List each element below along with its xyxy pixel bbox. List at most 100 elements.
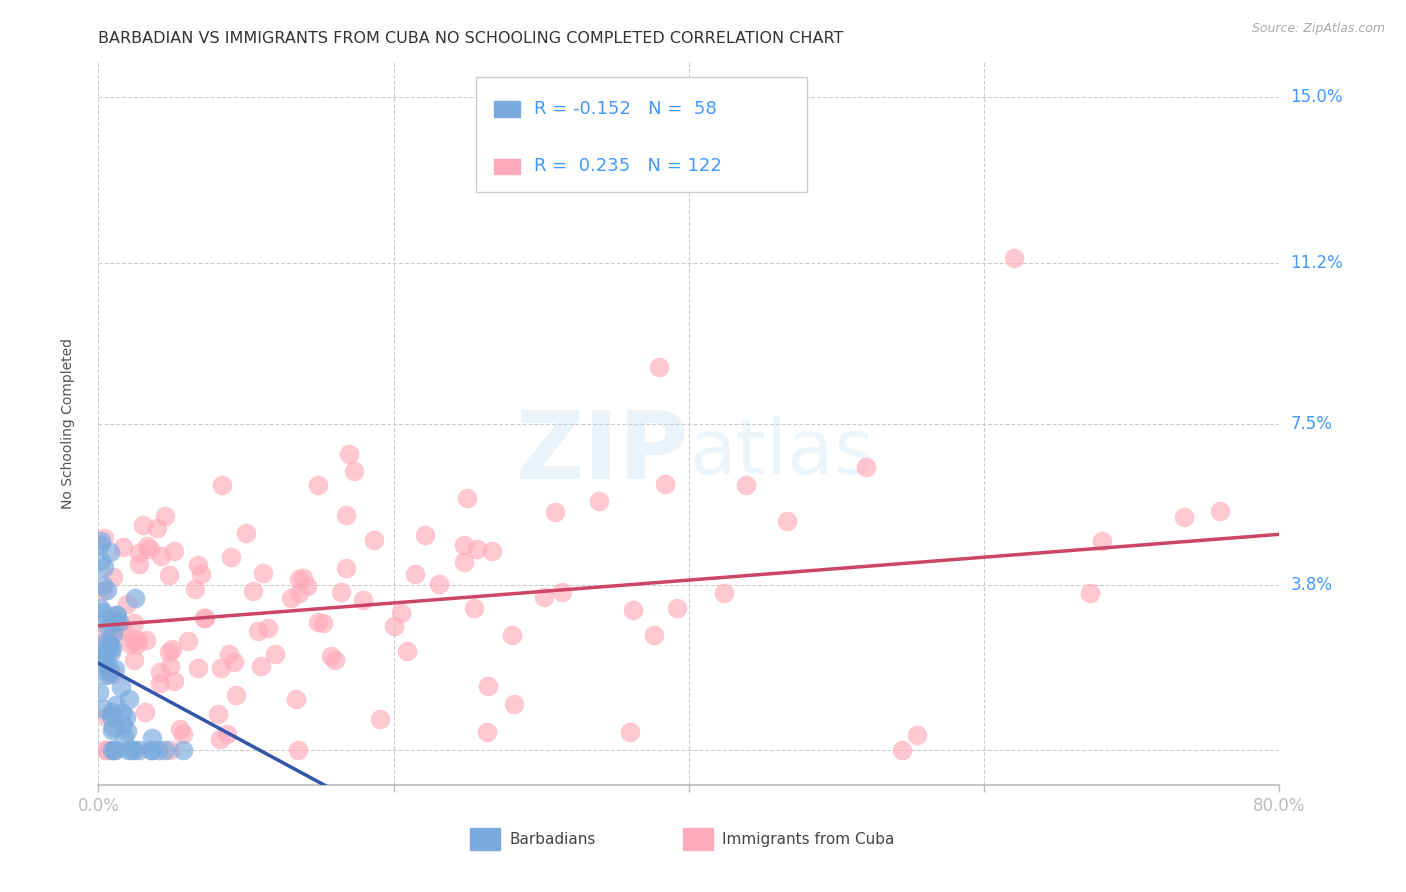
Point <box>103 613 125 627</box>
Point <box>111 706 134 720</box>
Point <box>176 634 198 648</box>
Point <box>551 585 574 599</box>
Point <box>219 550 242 565</box>
Point <box>112 622 135 636</box>
Point <box>246 624 269 639</box>
Point <box>101 720 124 734</box>
Point <box>665 600 688 615</box>
Point <box>453 556 475 570</box>
Point <box>288 572 311 586</box>
Point <box>1091 534 1114 549</box>
FancyBboxPatch shape <box>683 829 713 850</box>
Point <box>159 658 181 673</box>
Point <box>1209 504 1232 518</box>
Point <box>124 591 146 605</box>
Point <box>190 566 212 581</box>
Point <box>619 725 641 739</box>
Point <box>413 527 436 541</box>
Point <box>110 680 132 694</box>
Point <box>87 651 110 665</box>
Point <box>98 664 121 678</box>
Point <box>146 743 169 757</box>
Point <box>96 710 118 724</box>
Point <box>149 665 172 680</box>
Point <box>891 743 914 757</box>
Point <box>103 743 125 757</box>
Point <box>96 583 118 598</box>
Point <box>93 560 115 574</box>
Point <box>186 558 208 573</box>
Point <box>225 689 247 703</box>
Point <box>90 534 112 549</box>
Point <box>217 727 239 741</box>
Text: R = -0.152   N =  58: R = -0.152 N = 58 <box>534 100 717 118</box>
Point <box>128 545 150 559</box>
Point <box>160 642 183 657</box>
Point <box>623 603 645 617</box>
Point <box>89 601 111 615</box>
Point <box>98 545 121 559</box>
Point <box>343 464 366 478</box>
Point <box>101 570 124 584</box>
Point <box>477 679 499 693</box>
Point <box>128 743 150 757</box>
Point <box>98 638 121 652</box>
Point <box>503 697 526 711</box>
Point <box>91 583 114 598</box>
Point <box>264 647 287 661</box>
Point <box>648 360 671 375</box>
Point <box>311 616 333 631</box>
Point <box>501 628 523 642</box>
Point <box>285 692 308 706</box>
Point <box>776 514 799 528</box>
Point <box>132 518 155 533</box>
Point <box>235 525 257 540</box>
Point <box>242 583 264 598</box>
Text: BARBADIAN VS IMMIGRANTS FROM CUBA NO SCHOOLING COMPLETED CORRELATION CHART: BARBADIAN VS IMMIGRANTS FROM CUBA NO SCH… <box>98 31 844 46</box>
Point <box>533 590 555 604</box>
Point <box>120 743 142 757</box>
Point <box>209 661 232 675</box>
Point <box>457 491 479 505</box>
Point <box>104 743 127 757</box>
Text: 3.8%: 3.8% <box>1291 575 1333 594</box>
Point <box>125 637 148 651</box>
Point <box>94 612 117 626</box>
Point <box>292 571 315 585</box>
Point <box>111 718 134 732</box>
Point <box>287 743 309 757</box>
Point <box>280 591 302 605</box>
Point <box>224 655 246 669</box>
Point <box>335 508 357 523</box>
Point <box>120 637 142 651</box>
Point <box>159 743 181 757</box>
Point <box>128 558 150 572</box>
Point <box>163 544 186 558</box>
Point <box>101 667 124 681</box>
Text: 11.2%: 11.2% <box>1291 253 1343 272</box>
Point <box>112 730 135 744</box>
Point <box>111 540 134 554</box>
Point <box>207 706 229 721</box>
Point <box>146 521 169 535</box>
Point <box>193 611 215 625</box>
FancyBboxPatch shape <box>477 77 807 193</box>
Text: Barbadians: Barbadians <box>509 831 596 847</box>
Point <box>295 579 318 593</box>
Point <box>257 621 280 635</box>
Point <box>153 743 176 757</box>
Point <box>97 644 120 658</box>
Point <box>463 600 485 615</box>
Point <box>713 586 735 600</box>
Point <box>307 615 329 629</box>
Point <box>93 531 115 545</box>
Point <box>107 615 129 629</box>
Point <box>141 743 163 757</box>
Point <box>427 577 450 591</box>
Point <box>477 725 499 739</box>
Point <box>162 673 184 688</box>
Point <box>94 668 117 682</box>
Point <box>93 636 115 650</box>
Text: 7.5%: 7.5% <box>1291 415 1333 433</box>
Point <box>211 478 233 492</box>
